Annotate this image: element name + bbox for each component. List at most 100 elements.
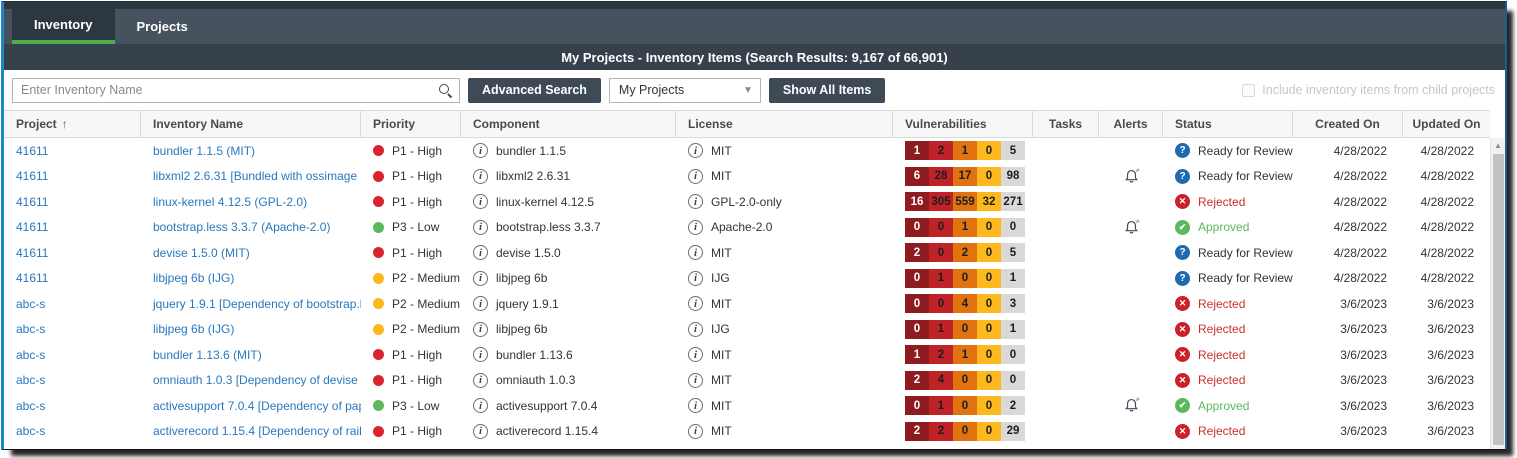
inventory-name-link[interactable]: libxml2 2.6.31 [Bundled with ossimage 7.… — [153, 169, 361, 184]
license-cell: MIT — [676, 423, 893, 439]
vuln-medium-count: 0 — [953, 370, 977, 390]
vulnerability-bar[interactable]: 16 305 559 32 271 — [905, 192, 1025, 212]
inventory-name-link[interactable]: activerecord 1.15.4 [Dependency of rails… — [153, 424, 361, 439]
status-cell: Rejected — [1163, 372, 1293, 388]
info-icon[interactable] — [473, 372, 488, 388]
info-icon[interactable] — [688, 347, 703, 363]
info-icon[interactable] — [688, 398, 703, 414]
advanced-search-button[interactable]: Advanced Search — [468, 77, 601, 103]
inventory-name-link[interactable]: libjpeg 6b (IJG) — [153, 271, 235, 286]
column-header-project[interactable]: Project ↑ — [4, 111, 141, 137]
project-cell: 41611 — [4, 144, 141, 158]
project-link[interactable]: abc-s — [16, 424, 46, 439]
table-row: abc-s activesupport 7.0.4 [Dependency of… — [4, 393, 1490, 419]
priority-dot-icon — [373, 196, 384, 208]
project-link[interactable]: abc-s — [16, 296, 46, 311]
info-icon[interactable] — [473, 219, 488, 235]
vuln-medium-count: 0 — [953, 268, 977, 288]
column-header-status[interactable]: Status — [1163, 111, 1293, 137]
column-header-vulnerabilities[interactable]: Vulnerabilities — [893, 111, 1033, 137]
project-link[interactable]: abc-s — [16, 322, 46, 337]
inventory-name-link[interactable]: bootstrap.less 3.3.7 (Apache-2.0) — [153, 220, 331, 235]
alert-bell-icon[interactable] — [1122, 396, 1141, 415]
inventory-name-link[interactable]: bundler 1.13.6 (MIT) — [153, 347, 262, 362]
priority-dot-icon — [373, 145, 384, 157]
license-label: MIT — [711, 296, 732, 311]
created-on-cell: 4/28/2022 — [1333, 143, 1387, 158]
info-icon[interactable] — [688, 219, 703, 235]
vertical-scrollbar[interactable]: ▲ — [1490, 138, 1505, 449]
info-icon[interactable] — [688, 194, 703, 210]
info-icon[interactable] — [473, 143, 488, 159]
project-link[interactable]: abc-s — [16, 347, 46, 362]
project-link[interactable]: abc-s — [16, 373, 46, 388]
column-header-alerts[interactable]: Alerts — [1099, 111, 1163, 137]
inventory-name-link[interactable]: bundler 1.1.5 (MIT) — [153, 143, 256, 158]
info-icon[interactable] — [473, 296, 488, 312]
column-header-updated-on[interactable]: Updated On — [1412, 117, 1481, 131]
info-icon[interactable] — [473, 347, 488, 363]
info-icon[interactable] — [473, 194, 488, 210]
info-icon[interactable] — [473, 168, 488, 184]
project-link[interactable]: 41611 — [16, 245, 49, 260]
child-projects-checkbox[interactable] — [1242, 83, 1256, 97]
info-icon[interactable] — [688, 423, 703, 439]
info-icon[interactable] — [688, 321, 703, 337]
column-header-priority[interactable]: Priority — [361, 111, 461, 137]
info-icon[interactable] — [688, 296, 703, 312]
info-icon[interactable] — [473, 321, 488, 337]
tab-inventory[interactable]: Inventory — [12, 2, 115, 44]
inventory-name-link[interactable]: jquery 1.9.1 [Dependency of bootstrap.le… — [153, 296, 361, 311]
vuln-none-count: 2 — [1001, 396, 1025, 416]
project-link[interactable]: 41611 — [16, 169, 49, 184]
column-header-license[interactable]: License — [676, 111, 893, 137]
component-label: devise 1.5.0 — [496, 245, 561, 260]
tab-projects[interactable]: Projects — [136, 19, 188, 34]
inventory-name-link[interactable]: linux-kernel 4.12.5 (GPL-2.0) — [153, 194, 308, 209]
info-icon[interactable] — [688, 245, 703, 261]
project-link[interactable]: 41611 — [16, 143, 49, 158]
inventory-name-link[interactable]: activesupport 7.0.4 [Dependency of paper… — [153, 398, 361, 413]
info-icon[interactable] — [473, 398, 488, 414]
info-icon[interactable] — [473, 423, 488, 439]
alert-bell-icon[interactable] — [1122, 167, 1141, 186]
search-input[interactable] — [12, 77, 460, 103]
license-cell: IJG — [676, 270, 893, 286]
project-link[interactable]: 41611 — [16, 220, 49, 235]
vulnerability-bar[interactable]: 2 2 0 0 29 — [905, 421, 1025, 441]
project-scope-select[interactable]: My Projects ▼ — [608, 77, 761, 103]
license-label: MIT — [711, 169, 732, 184]
info-icon[interactable] — [688, 143, 703, 159]
alert-bell-icon[interactable] — [1122, 218, 1141, 237]
inventory-name-link[interactable]: omniauth 1.0.3 [Dependency of devise 1.5… — [153, 373, 361, 388]
show-all-items-button[interactable]: Show All Items — [768, 77, 886, 103]
project-link[interactable]: 41611 — [16, 271, 49, 286]
column-header-component[interactable]: Component — [461, 111, 676, 137]
inventory-name-link[interactable]: libjpeg 6b (IJG) — [153, 322, 235, 337]
project-link[interactable]: abc-s — [16, 398, 46, 413]
info-icon[interactable] — [688, 372, 703, 388]
search-icon[interactable] — [438, 83, 452, 97]
project-link[interactable]: 41611 — [16, 194, 49, 209]
column-header-inventory-name[interactable]: Inventory Name — [141, 111, 361, 137]
info-icon[interactable] — [473, 245, 488, 261]
column-header-created-on[interactable]: Created On — [1293, 111, 1403, 137]
info-icon[interactable] — [473, 270, 488, 286]
inventory-name-link[interactable]: devise 1.5.0 (MIT) — [153, 245, 250, 260]
scrollbar-thumb[interactable] — [1493, 154, 1504, 445]
info-icon[interactable] — [688, 168, 703, 184]
vulnerability-bar[interactable]: 6 28 17 0 98 — [905, 166, 1025, 186]
scroll-up-arrow-icon[interactable]: ▲ — [1494, 141, 1502, 150]
table-row: abc-s bundler 1.13.6 (MIT) P1 - High bun… — [4, 342, 1490, 368]
column-header-tasks[interactable]: Tasks — [1033, 111, 1099, 137]
info-icon[interactable] — [688, 270, 703, 286]
